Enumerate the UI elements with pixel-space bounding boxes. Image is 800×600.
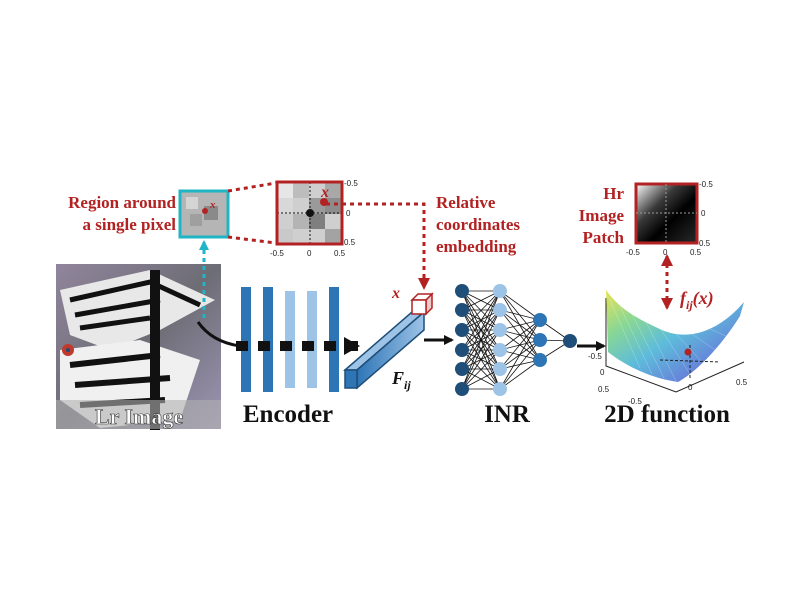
surface-tick-left-bottom: 0.5: [598, 385, 610, 394]
function-math-sub: ij: [686, 298, 693, 312]
function-math-label: fij(x): [680, 288, 714, 312]
inr-node-layer-2: [493, 362, 507, 376]
inr-edge: [461, 368, 501, 390]
relcoord-label-line1: Relative: [436, 193, 496, 212]
inr-edge: [461, 349, 501, 390]
inr-node-layer-2: [493, 303, 507, 317]
function-surface: [605, 290, 745, 393]
inr-node-layer-1: [455, 343, 469, 357]
inr-edge: [461, 290, 501, 351]
surface-tick-bottom-right: 0.5: [736, 378, 748, 387]
inr-edge: [461, 290, 501, 311]
inr-node-layer-1: [455, 362, 469, 376]
inr-node-layer-2: [493, 284, 507, 298]
lr-image-label: Lr Image: [95, 404, 183, 429]
hr-patch-tick-bottom-mid: 0: [663, 248, 668, 257]
inr-node-layer-2: [493, 382, 507, 396]
inr-edge: [461, 290, 501, 370]
lr-patch-tick-bottom-left: -0.5: [270, 249, 284, 258]
inr-edge: [499, 359, 541, 390]
hr-patch-tick-bottom-right: 0.5: [690, 248, 702, 257]
hr-label-line1: Hr: [603, 184, 624, 203]
relcoord-label-line2: coordinates: [436, 215, 520, 234]
inr-node-layer-2: [493, 343, 507, 357]
lr-to-encoder-curve: [196, 321, 241, 348]
surface-tick-left-mid: 0: [600, 368, 605, 377]
inr-edge: [499, 319, 541, 351]
coord-cube: [410, 292, 434, 316]
lr-image: Lr Image: [56, 264, 221, 430]
function-math-base: f: [680, 288, 688, 308]
lr-patch-tick-right-bottom: 0.5: [344, 238, 356, 247]
lr-patch-tick-bottom-mid: 0: [307, 249, 312, 258]
hr-patch-tick-right-top: -0.5: [699, 180, 713, 189]
function-label: 2D function: [604, 401, 730, 428]
inr-edge: [461, 290, 501, 331]
hr-label-line3: Patch: [582, 228, 624, 247]
lr-patch-tick-right-top: -0.5: [344, 179, 358, 188]
inr-node-layer-1: [455, 284, 469, 298]
region-label-line1: Region around: [68, 193, 176, 212]
relcoord-label-line3: embedding: [436, 237, 517, 256]
inr-node-layer-1: [455, 382, 469, 396]
patch-x-label: x: [320, 184, 329, 201]
function-math-arg: (x): [693, 288, 714, 309]
inr-node-layer-1: [455, 303, 469, 317]
inr-edge: [499, 319, 541, 370]
region-thumbnail: x: [178, 189, 230, 239]
cube-x-label: x: [391, 285, 400, 302]
lr-patch: [275, 180, 344, 246]
feature-label-base: F: [391, 368, 404, 388]
hr-patch-tick-right-bottom: 0.5: [699, 239, 711, 248]
inr-node-layer-3: [533, 333, 547, 347]
inr-edge: [461, 329, 501, 390]
inr-label: INR: [484, 401, 531, 428]
hr-label-line2: Image: [579, 206, 625, 225]
inr-node-layer-4: [563, 334, 577, 348]
hr-patch-tick-bottom-left: -0.5: [626, 248, 640, 257]
lr-patch-tick-bottom-right: 0.5: [334, 249, 346, 258]
hr-patch-tick-right-mid: 0: [701, 209, 706, 218]
surface-tick-bottom-mid: 0: [688, 383, 693, 392]
inr-node-layer-3: [533, 313, 547, 327]
inr-node-layer-1: [455, 323, 469, 337]
inr-node-layer-2: [493, 323, 507, 337]
surface-tick-left-top: -0.5: [588, 352, 602, 361]
inr-edge: [499, 339, 541, 390]
inr-network: [455, 284, 577, 396]
surface-tick-bottom-left: -0.5: [628, 397, 642, 406]
svg-text:x: x: [209, 199, 216, 211]
inr-edge: [499, 319, 541, 390]
inr-edge: [461, 309, 501, 390]
feature-label-sub: ij: [404, 378, 411, 392]
encoder-label: Encoder: [243, 401, 333, 428]
inr-edge: [499, 290, 541, 321]
feature-label: Fij: [391, 368, 411, 392]
hr-patch: [634, 182, 699, 245]
lr-patch-tick-right-mid: 0: [346, 209, 351, 218]
region-label-line2: a single pixel: [82, 215, 176, 234]
inr-node-layer-3: [533, 353, 547, 367]
encoder-block: [241, 287, 339, 392]
zoom-line-top: [227, 181, 277, 193]
coord-embedding-link: [326, 202, 430, 290]
zoom-line-bottom: [227, 235, 277, 245]
